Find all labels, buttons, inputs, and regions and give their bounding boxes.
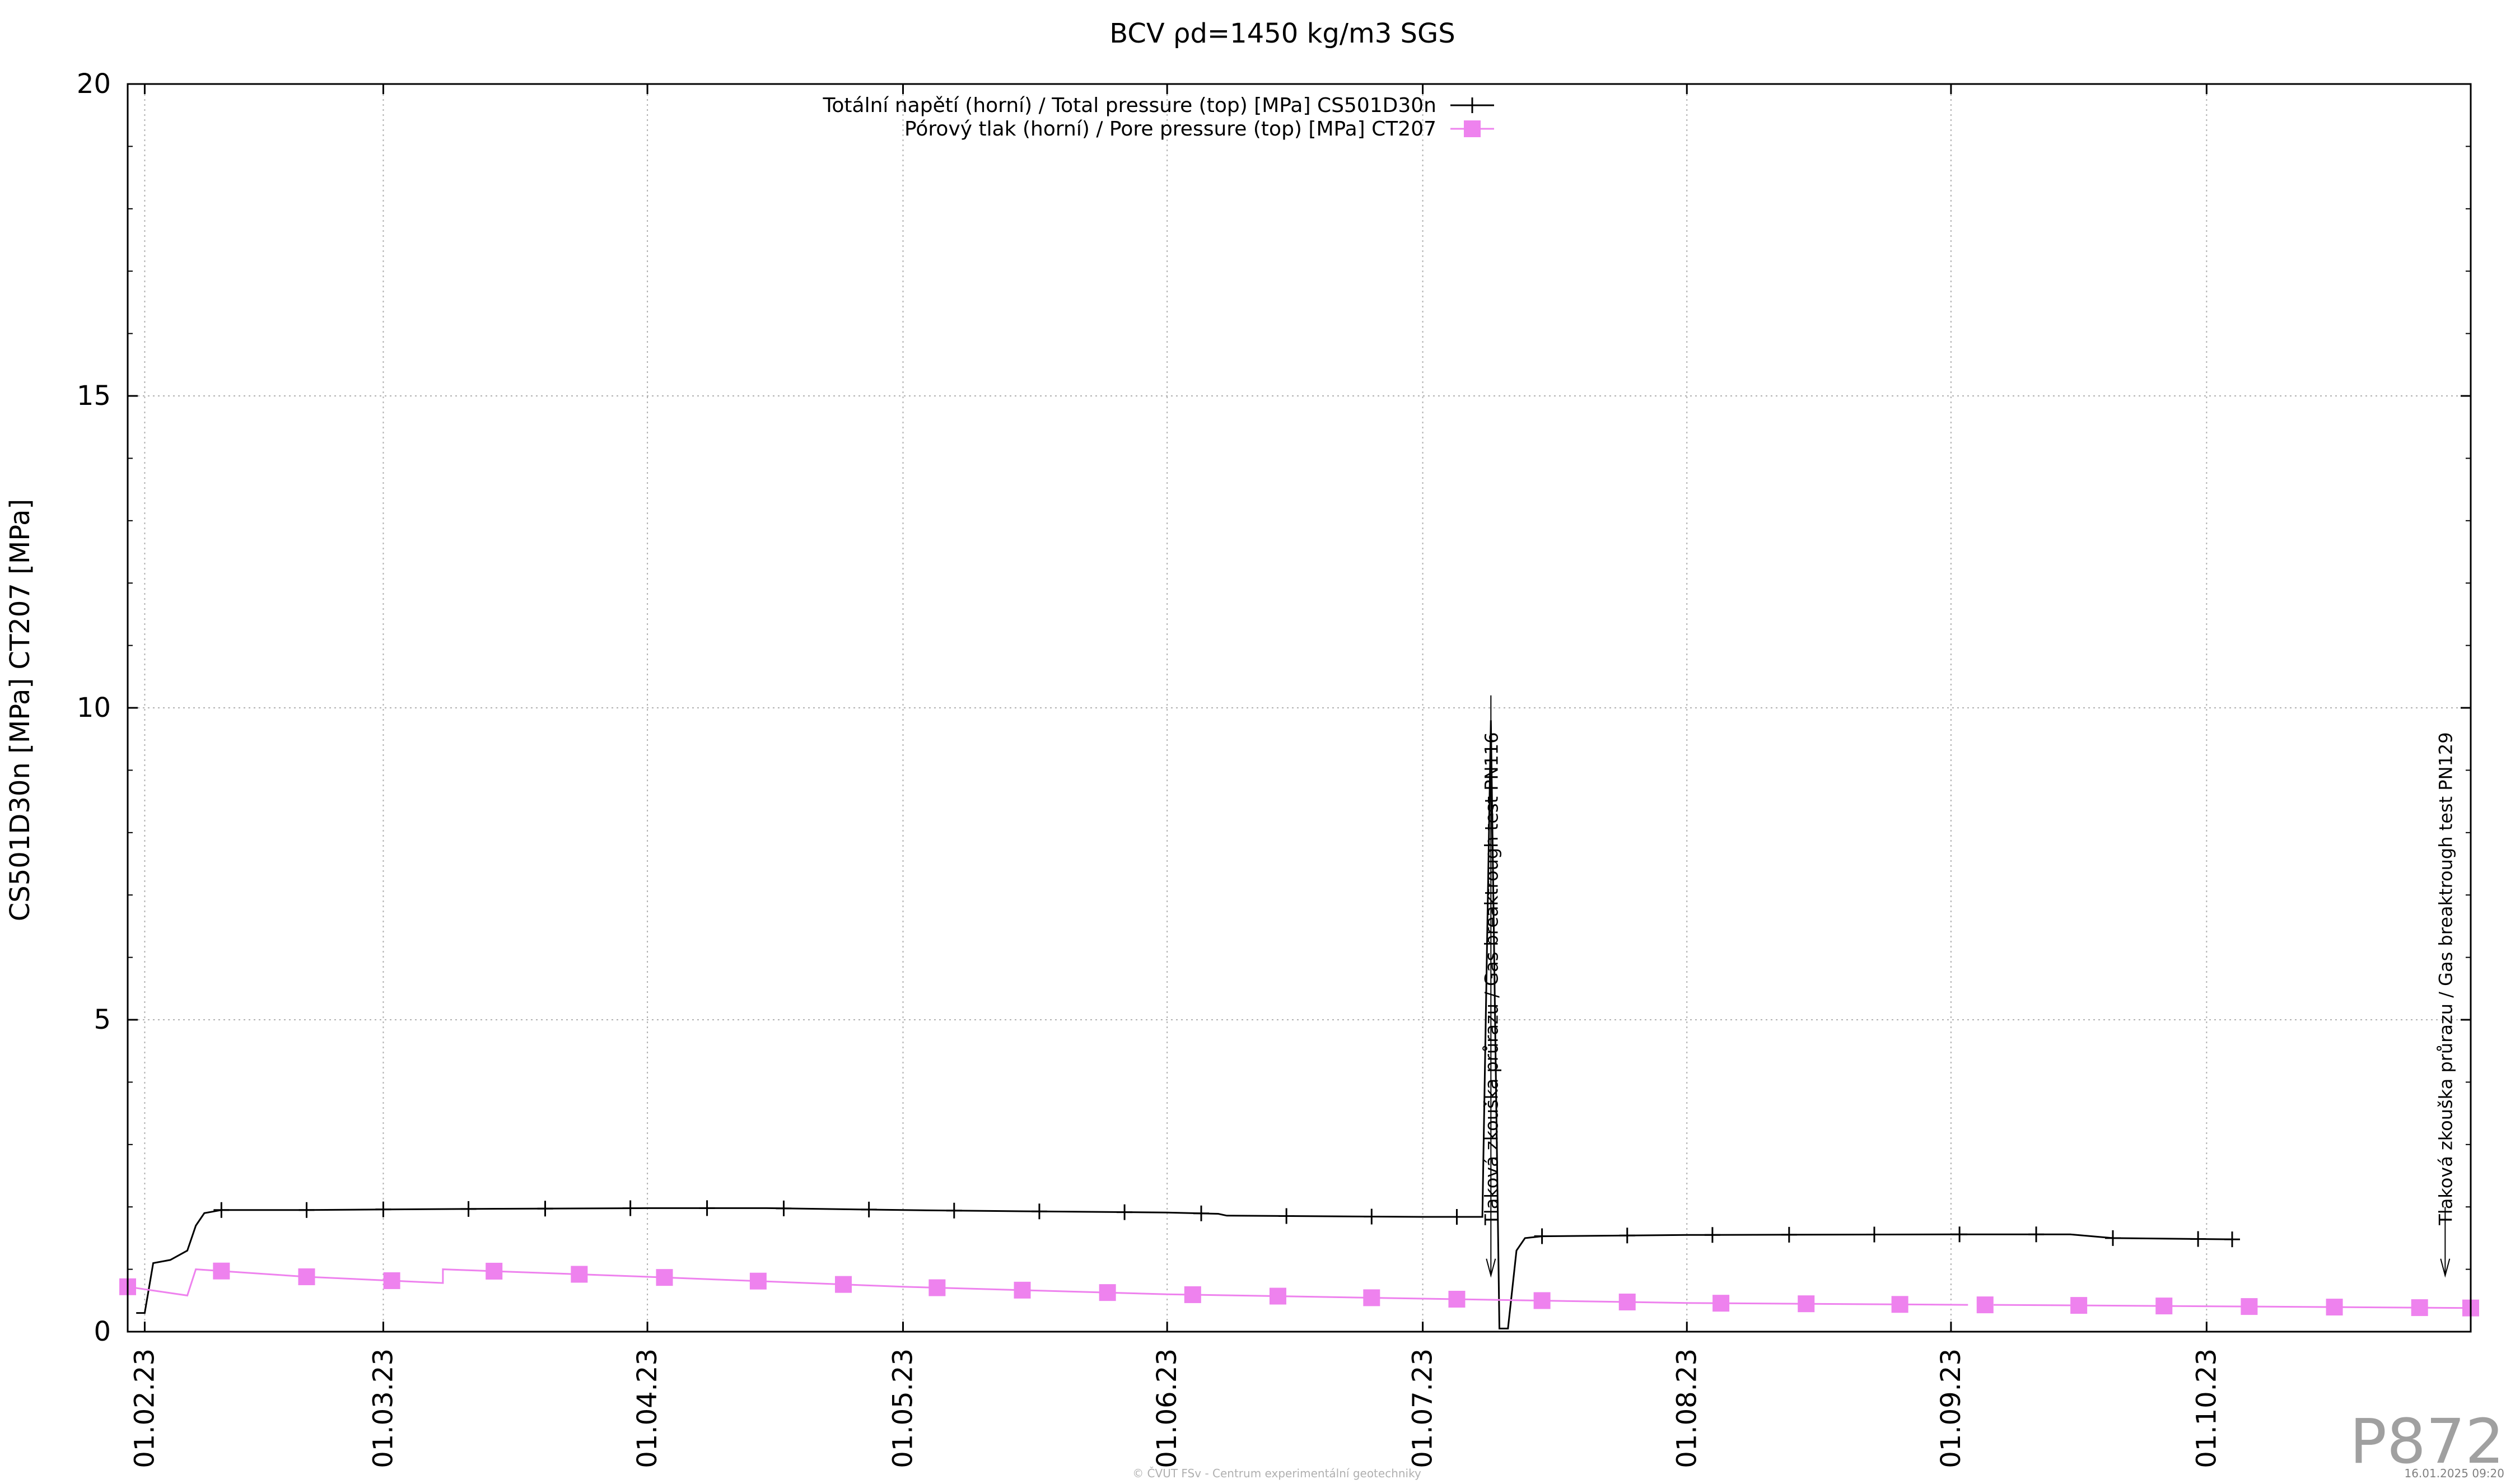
series-1-point bbox=[1704, 1227, 1720, 1243]
x-tick-label: 01.09.23 bbox=[1935, 1348, 1967, 1468]
series-1-point bbox=[1534, 1228, 1550, 1244]
series-1-point bbox=[622, 1200, 638, 1216]
y-tick-label: 10 bbox=[77, 692, 111, 724]
series-2-point bbox=[1976, 1296, 1994, 1314]
series-2-point bbox=[2155, 1298, 2173, 1315]
series-2-point bbox=[2070, 1297, 2088, 1314]
series-2-point bbox=[2411, 1299, 2428, 1317]
series-1-point bbox=[1117, 1204, 1133, 1220]
series-1-point bbox=[213, 1202, 230, 1218]
x-tick-label: 01.07.23 bbox=[1407, 1348, 1439, 1468]
x-tick-label: 01.10.23 bbox=[2191, 1348, 2222, 1468]
series-2-point bbox=[2326, 1299, 2343, 1316]
series-1-point bbox=[1449, 1209, 1465, 1225]
x-tick-label: 01.03.23 bbox=[367, 1348, 399, 1468]
y-tick-label: 5 bbox=[94, 1004, 111, 1035]
series-2-point bbox=[749, 1272, 767, 1290]
x-tick-label: 01.08.23 bbox=[1671, 1348, 1702, 1468]
series-2-point bbox=[1618, 1293, 1636, 1310]
series-line-1 bbox=[136, 720, 2233, 1329]
series-1-point bbox=[861, 1201, 877, 1217]
series-1-point bbox=[1619, 1228, 1635, 1244]
annotations: Tlaková zkouška průrazu / Gas breaktroug… bbox=[1481, 695, 2456, 1278]
series-1-point bbox=[537, 1201, 553, 1217]
y-tick-label: 15 bbox=[77, 380, 111, 412]
series-2-point bbox=[1712, 1295, 1730, 1312]
series-1-point bbox=[2028, 1226, 2045, 1243]
legend-label-1: Totální napětí (horní) / Total pressure … bbox=[823, 94, 1437, 117]
series-1-point bbox=[2190, 1231, 2206, 1247]
legend: Totální napětí (horní) / Total pressure … bbox=[823, 94, 1494, 141]
series-1-point bbox=[2104, 1230, 2121, 1246]
y-tick-label: 20 bbox=[77, 68, 111, 100]
legend-marker-2 bbox=[1464, 120, 1481, 137]
series-1-point bbox=[776, 1200, 792, 1216]
series-2-point bbox=[1099, 1284, 1116, 1301]
series-2-point bbox=[1269, 1287, 1286, 1305]
series-2-point bbox=[2241, 1298, 2258, 1315]
legend-marker-1 bbox=[1464, 97, 1480, 113]
series-2-point bbox=[1891, 1296, 1908, 1313]
x-tick-label: 01.04.23 bbox=[632, 1348, 663, 1468]
series-2-point bbox=[1798, 1295, 1815, 1313]
y-tick-label: 0 bbox=[94, 1316, 111, 1347]
legend-label-2: Pórový tlak (horní) / Pore pressure (top… bbox=[904, 118, 1436, 141]
x-tick-label: 01.05.23 bbox=[888, 1348, 919, 1468]
series-1-point bbox=[1193, 1205, 1210, 1221]
grid bbox=[128, 84, 2471, 1332]
x-tick-label: 01.06.23 bbox=[1151, 1348, 1183, 1468]
series-1-point bbox=[1364, 1208, 1380, 1225]
series-1-point bbox=[1866, 1226, 1882, 1243]
series-2-point bbox=[571, 1266, 588, 1283]
series-2-point bbox=[213, 1262, 230, 1280]
series-2-point bbox=[383, 1272, 400, 1289]
y-axis-label: CS501D30n [MPa] CT207 [MPa] bbox=[4, 499, 36, 921]
series-2-point bbox=[1184, 1286, 1201, 1303]
series-1-point bbox=[1278, 1208, 1295, 1224]
series-1-point bbox=[699, 1200, 715, 1216]
series-2-point bbox=[1533, 1292, 1551, 1309]
copyright: © ČVUT FSv - Centrum experimentální geot… bbox=[1132, 1467, 1421, 1480]
series-1-point bbox=[298, 1202, 315, 1218]
series-1-point bbox=[1781, 1226, 1797, 1243]
timestamp: 16.01.2025 09:20 bbox=[2404, 1467, 2504, 1480]
axes: 0 5 10 15 20 01.02.23 01.03.23 01.04.23 01.05.23… bbox=[77, 68, 2471, 1468]
series-group bbox=[119, 720, 2479, 1329]
series-2-point bbox=[1448, 1290, 1466, 1308]
x-tick-label: 01.02.23 bbox=[129, 1348, 160, 1468]
series-2-point bbox=[486, 1262, 503, 1280]
series-2-point bbox=[1014, 1281, 1031, 1299]
series-2-point bbox=[835, 1276, 852, 1293]
series-2-point bbox=[928, 1279, 946, 1296]
watermark: P872 bbox=[2350, 1406, 2504, 1477]
annotation-arrowhead bbox=[2440, 1258, 2451, 1278]
series-line-2 bbox=[127, 1268, 2471, 1309]
annotation-label: Tlaková zkouška průrazu / Gas breaktroug… bbox=[2435, 732, 2456, 1225]
series-2-point bbox=[298, 1268, 315, 1285]
annotation-arrowhead bbox=[1486, 1258, 1496, 1278]
annotation-label: Tlaková zkouška průrazu / Gas breaktroug… bbox=[1481, 732, 1502, 1225]
series-1-point bbox=[946, 1202, 962, 1219]
series-1-point bbox=[2224, 1231, 2240, 1248]
series-1-point bbox=[1952, 1226, 1968, 1243]
chart-title: BCV ρd=1450 kg/m3 SGS bbox=[1109, 18, 1455, 49]
series-2-point bbox=[1363, 1289, 1380, 1306]
series-2-point bbox=[656, 1269, 673, 1286]
series-1-point bbox=[1031, 1203, 1047, 1220]
series-1-point bbox=[460, 1201, 477, 1217]
series-1-point bbox=[375, 1201, 391, 1217]
